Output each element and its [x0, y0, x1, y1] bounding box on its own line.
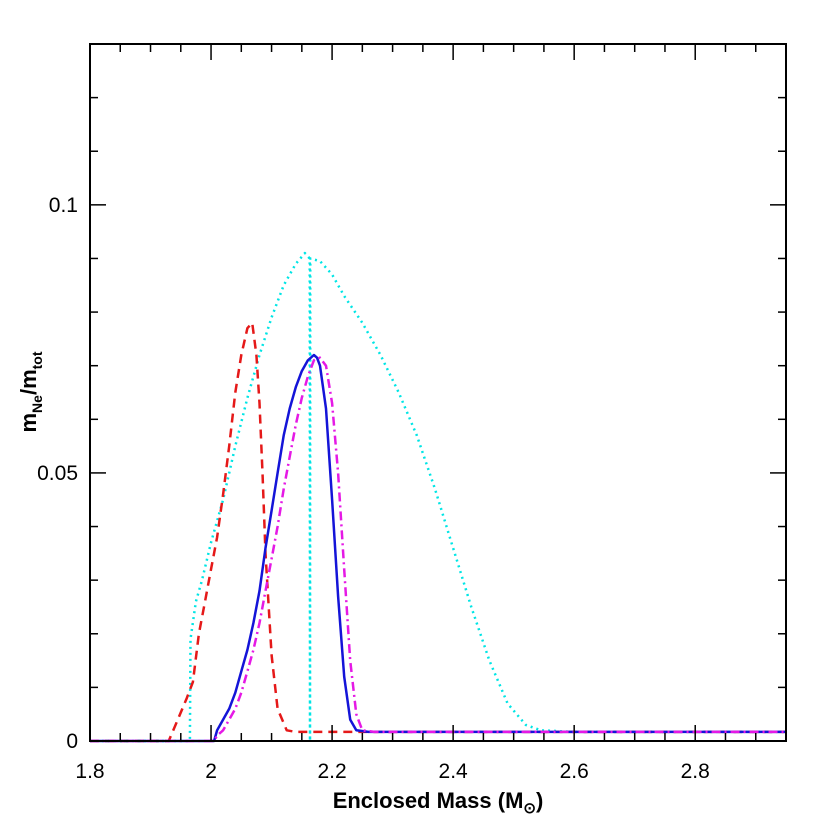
x-tick-label: 2.2 [317, 760, 346, 783]
x-tick-label: 2.6 [560, 760, 589, 783]
x-tick-labels: 1.8 2 2.2 2.4 2.6 2.8 [75, 760, 709, 783]
series-line-2-dashed [90, 321, 786, 743]
y-tick-label: 0.1 [49, 194, 78, 217]
series-line-4-dashdot [90, 356, 786, 743]
x-tick-label: 2.8 [681, 760, 710, 783]
y-tick-labels: 0 0.05 0.1 [37, 194, 78, 753]
x-axis-title: Enclosed Mass (M⊙) [333, 788, 544, 817]
series-group [90, 251, 786, 743]
y-axis-title: mNe/mtot [16, 351, 45, 432]
x-tick-label: 2 [205, 760, 217, 783]
series-line-1-dotted [90, 251, 786, 743]
x-tick-label: 1.8 [75, 760, 104, 783]
series-line-3-solid [90, 353, 786, 743]
ticks-group [89, 43, 787, 742]
y-tick-label: 0.05 [37, 462, 78, 485]
y-tick-label: 0 [66, 730, 78, 753]
x-tick-label: 2.4 [439, 760, 469, 783]
plot-frame [89, 43, 787, 742]
